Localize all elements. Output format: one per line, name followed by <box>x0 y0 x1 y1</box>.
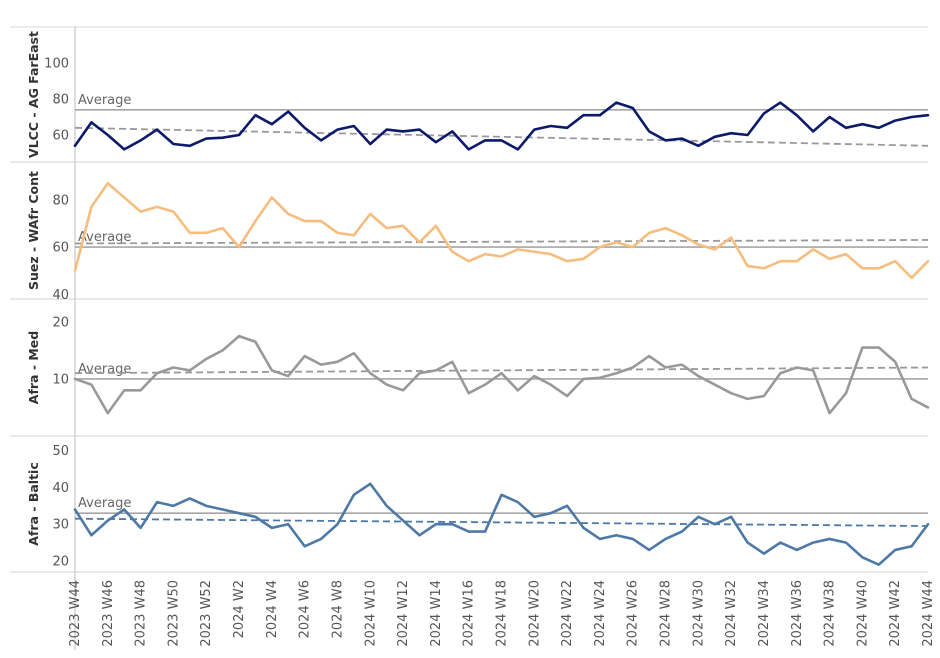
trend-line <box>74 126 929 147</box>
x-tick-label: 2024 W28 <box>659 580 674 647</box>
x-tick-label: 2024 W42 <box>888 580 903 647</box>
y-axis-label: Afra - Baltic <box>26 462 41 546</box>
x-tick-label: 2023 W46 <box>101 580 116 647</box>
y-tick-label: 100 <box>44 57 69 72</box>
x-tick-label: 2024 W26 <box>626 580 641 647</box>
x-tick-label: 2024 W8 <box>330 580 345 638</box>
x-tick-label: 2024 W38 <box>823 580 838 647</box>
y-axis-label: VLCC - AG FarEast <box>26 31 41 158</box>
y-tick-label: 30 <box>52 518 69 533</box>
x-tick-label: 2024 W34 <box>757 580 772 647</box>
y-tick-label: 40 <box>52 481 69 496</box>
y-tick-label: 50 <box>52 444 69 459</box>
trend-line <box>74 366 929 375</box>
y-axis-label: Suez - WAfr Cont <box>26 171 41 290</box>
x-tick-label: 2024 W32 <box>724 580 739 647</box>
series-line <box>73 482 930 566</box>
average-label: Average <box>78 362 131 377</box>
average-label: Average <box>78 93 131 108</box>
x-tick-label: 2024 W22 <box>560 580 575 647</box>
average-label: Average <box>78 230 131 245</box>
panel-4: 20 30 40 50 Afra - Baltic Average <box>10 444 930 573</box>
x-tick-label: 2023 W52 <box>199 580 214 647</box>
y-axis-label: Afra - Med <box>26 331 41 404</box>
x-tick-label: 2024 W2 <box>232 580 247 638</box>
x-tick-label: 2024 W12 <box>396 580 411 647</box>
x-axis: 2023 W44 2023 W46 2023 W48 2023 W50 2023 W52… <box>68 580 936 647</box>
trend-line <box>74 517 929 527</box>
series-line <box>73 334 930 415</box>
series-line <box>73 181 930 280</box>
x-tick-label: 2023 W50 <box>166 580 181 647</box>
y-tick-label: 20 <box>52 554 69 569</box>
x-tick-label: 2023 W44 <box>68 580 83 647</box>
trend-line <box>74 239 929 245</box>
y-tick-label: 40 <box>52 288 69 303</box>
panel-3: 10 20 Afra - Med Average <box>10 315 930 437</box>
series-line <box>73 101 930 151</box>
y-tick-label: 80 <box>52 193 69 208</box>
x-tick-label: 2024 W30 <box>691 580 706 647</box>
x-tick-label: 2024 W4 <box>265 580 280 638</box>
average-label: Average <box>78 496 131 511</box>
x-tick-label: 2023 W48 <box>134 580 149 647</box>
x-tick-label: 2024 W10 <box>363 580 378 647</box>
panel-2: 40 60 80 Suez - WAfr Cont Average <box>10 171 930 303</box>
y-tick-label: 60 <box>52 129 69 144</box>
x-tick-label: 2024 W14 <box>429 580 444 647</box>
x-tick-label: 2024 W6 <box>298 580 313 638</box>
y-tick-label: 80 <box>52 93 69 108</box>
x-tick-label: 2024 W44 <box>921 580 936 647</box>
x-tick-label: 2024 W20 <box>527 580 542 647</box>
y-tick-label: 60 <box>52 241 69 256</box>
x-tick-label: 2024 W16 <box>462 580 477 647</box>
y-tick-label: 20 <box>52 315 69 330</box>
x-tick-label: 2024 W40 <box>855 580 870 647</box>
x-tick-label: 2024 W36 <box>790 580 805 647</box>
y-tick-label: 10 <box>52 372 69 387</box>
x-tick-label: 2024 W24 <box>593 580 608 647</box>
x-tick-label: 2024 W18 <box>495 580 510 647</box>
